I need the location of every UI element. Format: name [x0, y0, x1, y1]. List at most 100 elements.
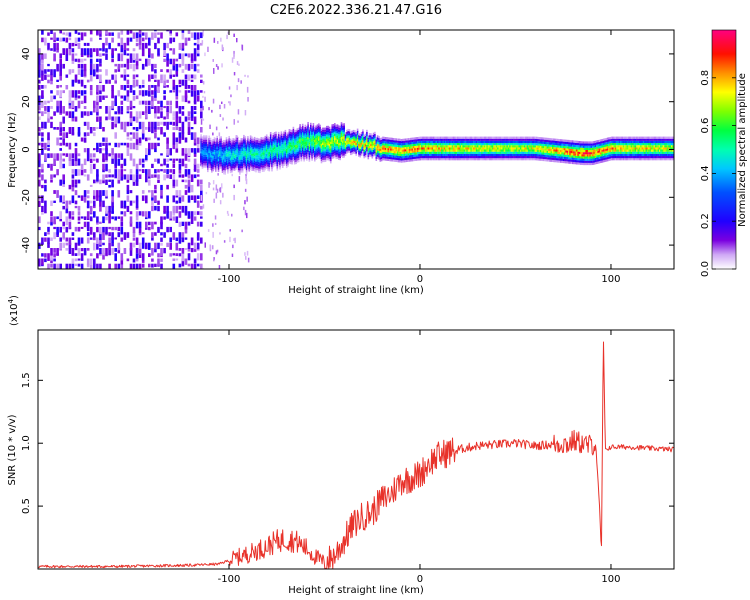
spectrogram-cell	[240, 138, 243, 141]
spectrogram-cell	[181, 237, 185, 243]
spectrogram-cell	[111, 48, 114, 56]
spectrogram-cell	[175, 121, 179, 127]
spectrogram-cell	[423, 149, 426, 152]
spectrogram-cell	[256, 148, 259, 151]
spectrogram-cell	[374, 142, 376, 145]
spectrogram-cell	[154, 169, 157, 174]
spectrogram-cell	[529, 145, 531, 148]
spectrogram-cell	[450, 138, 452, 141]
spectrogram-cell	[151, 106, 154, 109]
spectrogram-cell	[184, 79, 188, 86]
spectrogram-cell	[228, 146, 230, 149]
spectrogram-cell	[271, 160, 273, 163]
spectrogram-cell	[263, 150, 265, 153]
spectrogram-cell	[252, 160, 255, 163]
spectrogram-cell	[314, 159, 316, 162]
spectrogram-cell	[348, 139, 351, 143]
spectrogram-cell	[252, 155, 255, 158]
spectrogram-cell	[359, 140, 361, 143]
spectrogram-cell	[493, 151, 495, 154]
spectrogram-cell	[53, 48, 56, 52]
spectrogram-cell	[320, 143, 323, 147]
spectrogram-cell	[352, 134, 355, 137]
spectrogram-cell	[148, 106, 151, 114]
spectrogram-cell	[251, 145, 253, 148]
spectrogram-cell	[275, 144, 277, 147]
spectrogram-cell	[175, 200, 179, 204]
spectrogram-cell	[221, 166, 224, 169]
spectrogram-cell	[247, 159, 249, 162]
spectrogram-cell	[279, 150, 281, 153]
spectrogram-cell	[184, 63, 188, 70]
spectrogram-cell	[62, 242, 65, 248]
spectrogram-cell	[212, 151, 214, 155]
spectrogram-cell	[483, 153, 486, 156]
spectrogram-cell	[157, 85, 160, 93]
spectrogram-cell	[212, 147, 214, 150]
spectrogram-cell	[318, 125, 320, 128]
spectrogram-cell	[315, 127, 317, 130]
spectrogram-cell	[196, 263, 200, 267]
spectrogram-cell	[86, 42, 90, 46]
spectrogram-cell	[427, 158, 430, 161]
spectrogram-cell	[241, 44, 244, 51]
spectrogram-cell	[498, 140, 501, 144]
spectrogram-cell	[233, 53, 235, 59]
spectrogram-cell	[83, 42, 87, 46]
spectrogram-cell	[543, 137, 546, 140]
spectrogram-cell	[196, 48, 200, 54]
spectrogram-cell	[178, 106, 182, 114]
spectrogram-cell	[458, 138, 460, 141]
spectrogram-cell	[360, 147, 363, 150]
spectrogram-cell	[280, 142, 283, 145]
spectrogram-cell	[68, 248, 72, 254]
spectrogram-cell	[356, 139, 359, 142]
spectrogram-cell	[471, 149, 474, 152]
spectrogram-cell	[458, 147, 460, 150]
spectrogram-cell	[301, 125, 304, 129]
spectrogram-cell	[93, 69, 96, 77]
spectrogram-cell	[216, 142, 218, 145]
spectrogram-cell	[276, 157, 279, 160]
spectrogram-cell	[453, 156, 455, 159]
spectrogram-cell	[203, 163, 205, 166]
spectrogram-cell	[172, 174, 176, 180]
spectrogram-cell	[175, 258, 179, 261]
spectrogram-cell	[244, 153, 247, 156]
spectrogram-cell	[141, 111, 145, 115]
spectrogram-cell	[71, 127, 75, 135]
spectrogram-cell	[135, 127, 139, 132]
spectrogram-cell	[546, 146, 549, 149]
spectrogram-cell	[251, 151, 253, 154]
spectrogram-cell	[301, 145, 304, 148]
spectrogram-cell	[323, 129, 325, 132]
spectrogram-cell	[363, 151, 365, 154]
spectrogram-cell	[384, 145, 387, 148]
spectrogram-cell	[358, 139, 360, 142]
spectrogram-cell	[431, 158, 434, 161]
spectrogram-cell	[471, 138, 474, 141]
spectrogram-cell	[481, 138, 483, 141]
spectrogram-cell	[340, 152, 343, 155]
spectrogram-cell	[138, 37, 142, 45]
spectrogram-cell	[404, 144, 407, 148]
spectrogram-cell	[529, 149, 531, 152]
spectrogram-cell	[62, 116, 65, 124]
spectrogram-cell	[537, 147, 539, 150]
spectrogram-cell	[41, 195, 44, 203]
spectrogram-cell	[251, 164, 253, 167]
spectrogram-cell	[38, 242, 41, 249]
spectrogram-cell	[178, 169, 182, 174]
spectrogram-cell	[519, 143, 522, 146]
spectrogram-cell	[522, 140, 525, 144]
spectrogram-cell	[263, 139, 265, 142]
spectrogram-cell	[534, 140, 537, 144]
spectrogram-cell	[283, 133, 285, 136]
spectrogram-cell	[463, 149, 466, 152]
spectrogram-cell	[223, 152, 225, 155]
spectrogram-cell	[403, 155, 406, 159]
spectrogram-cell	[314, 127, 316, 130]
spectrogram-cell	[501, 140, 503, 144]
spectrogram-cell	[175, 95, 179, 100]
spectrogram-cell	[453, 145, 455, 148]
